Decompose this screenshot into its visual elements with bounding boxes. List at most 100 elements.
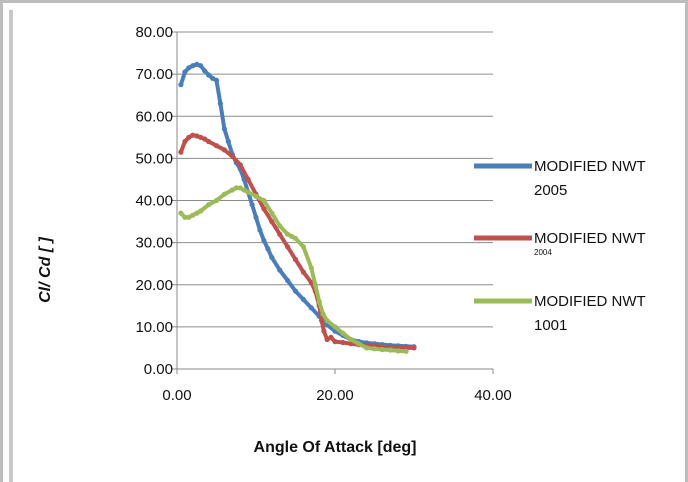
- data-point: [277, 267, 283, 273]
- y-tick-label: 20.00: [135, 277, 173, 294]
- y-tick-label: 40.00: [135, 193, 173, 210]
- data-point: [237, 185, 243, 191]
- data-point: [178, 149, 184, 155]
- legend-label-suffix: 1001: [534, 317, 567, 334]
- x-tick-label: 20.00: [316, 387, 354, 404]
- x-axis-title: Angle Of Attack [deg]: [254, 439, 417, 456]
- data-point: [261, 206, 267, 212]
- data-point: [285, 231, 291, 237]
- data-point: [213, 143, 220, 149]
- data-point: [265, 246, 271, 252]
- data-point: [312, 282, 318, 288]
- data-point: [300, 296, 306, 303]
- data-point: [285, 244, 291, 250]
- data-point: [292, 256, 299, 263]
- data-point: [364, 345, 370, 351]
- data-point: [253, 214, 259, 220]
- data-point: [221, 126, 227, 132]
- y-tick-label: 70.00: [135, 66, 173, 83]
- data-point: [277, 223, 283, 229]
- data-point: [233, 185, 239, 191]
- series-2005: [178, 61, 417, 350]
- data-point: [387, 347, 393, 353]
- data-point: [261, 197, 267, 204]
- data-point: [300, 244, 306, 250]
- legend-item-2005: MODIFIED NWT 2005: [474, 158, 646, 199]
- data-point: [321, 328, 327, 334]
- y-tick-label: 10.00: [135, 319, 173, 336]
- data-point: [213, 77, 220, 83]
- legend-label: MODIFIED NWT: [534, 158, 646, 175]
- data-point: [178, 210, 184, 216]
- data-point: [289, 233, 295, 239]
- data-point: [206, 138, 212, 145]
- data-point: [221, 191, 227, 197]
- x-tick-label: 40.00: [474, 387, 512, 404]
- data-point: [186, 134, 192, 140]
- data-point: [277, 231, 283, 237]
- data-point: [403, 348, 409, 354]
- data-point: [332, 324, 338, 330]
- data-point: [292, 288, 299, 294]
- chart-frame-inner-edge: [9, 10, 13, 482]
- data-point: [316, 299, 322, 305]
- data-point: [194, 210, 200, 216]
- chart-frame-right-edge: [685, 0, 688, 482]
- data-point: [269, 210, 275, 216]
- data-point: [206, 72, 212, 78]
- data-point: [356, 341, 362, 347]
- data-point: [320, 311, 326, 317]
- data-point: [328, 334, 334, 340]
- data-point: [186, 214, 192, 220]
- series-1001: [178, 185, 409, 354]
- data-point: [182, 69, 188, 75]
- data-point: [190, 63, 196, 69]
- plot-series: [178, 61, 417, 354]
- data-point: [237, 162, 243, 168]
- data-point: [332, 339, 338, 345]
- data-point: [257, 227, 263, 233]
- data-point: [348, 336, 354, 343]
- y-tick-label: 60.00: [135, 108, 173, 125]
- y-tick-labels: 0.00 10.00 20.00 30.00 40.00 50.00 60.00 70.00 8…: [135, 24, 173, 378]
- y-tick-label: 30.00: [135, 235, 173, 252]
- data-point: [182, 138, 188, 145]
- data-point: [217, 101, 223, 107]
- data-point: [245, 189, 251, 195]
- data-point: [245, 176, 251, 182]
- data-point: [202, 136, 208, 142]
- data-point: [340, 330, 346, 336]
- data-point: [395, 348, 401, 354]
- y-axis-title: Cl/ Cd [ ]: [37, 236, 54, 302]
- data-point: [202, 68, 208, 74]
- data-point: [292, 235, 299, 241]
- data-point: [186, 65, 192, 71]
- series-line: [178, 62, 416, 349]
- data-point: [194, 61, 200, 67]
- data-point: [324, 336, 330, 343]
- data-point: [261, 237, 267, 244]
- data-point: [210, 75, 216, 81]
- legend-item-1001: MODIFIED NWT 1001: [474, 293, 646, 334]
- data-point: [213, 197, 220, 204]
- data-point: [371, 346, 378, 352]
- data-point: [340, 339, 346, 346]
- data-point: [269, 254, 275, 260]
- data-point: [198, 134, 204, 140]
- data-point: [206, 202, 212, 208]
- data-point: [324, 318, 330, 324]
- data-point: [269, 219, 275, 225]
- data-point: [182, 214, 188, 220]
- data-point: [241, 187, 247, 193]
- data-point: [411, 345, 417, 351]
- data-point: [308, 265, 314, 271]
- data-point: [379, 347, 385, 353]
- data-point: [190, 132, 196, 138]
- data-point: [198, 208, 204, 214]
- legend-label-suffix: 2004: [534, 248, 552, 257]
- y-tick-label: 50.00: [135, 150, 173, 167]
